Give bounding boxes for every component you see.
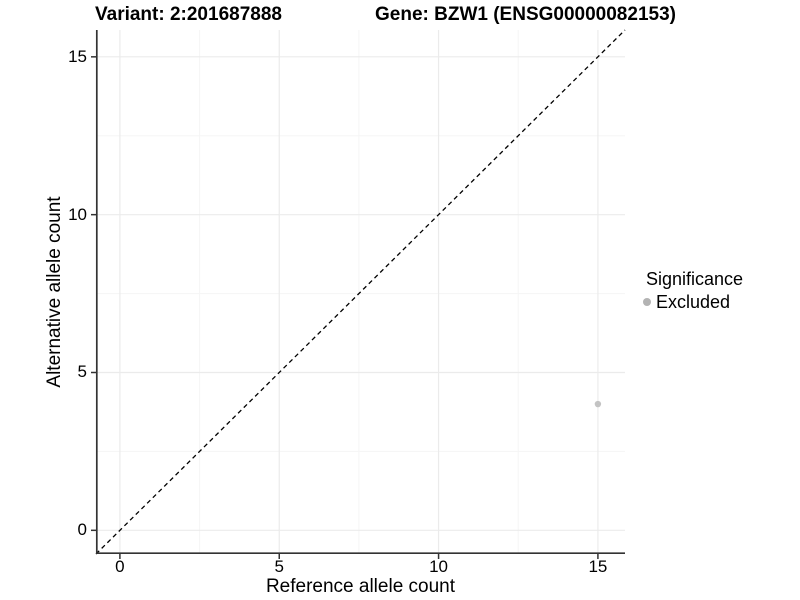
x-tick-label-0: 0 <box>115 557 125 576</box>
legend-title: Significance <box>646 269 744 289</box>
y-tick-label-5: 5 <box>77 362 87 382</box>
legend-item-label: Excluded <box>656 292 731 312</box>
x-axis-title: Reference allele count <box>265 576 456 597</box>
legend-item-excluded: Excluded <box>641 291 743 313</box>
x-tick-label-5: 5 <box>274 557 284 576</box>
y-tick-label-0: 0 <box>77 520 87 540</box>
variant-title: Variant: 2:201687888 <box>95 4 282 25</box>
x-tick-label-10: 10 <box>429 557 449 576</box>
y-tick-label-10: 10 <box>68 204 87 224</box>
gene-title: Gene: BZW1 (ENSG00000082153) <box>375 4 676 25</box>
legend-point-icon <box>643 298 651 306</box>
x-tick-label-15: 15 <box>588 557 608 576</box>
scatter-plot-panel <box>91 29 626 559</box>
legend: Significance Excluded <box>641 268 743 313</box>
y-tick-label-15: 15 <box>68 46 87 66</box>
